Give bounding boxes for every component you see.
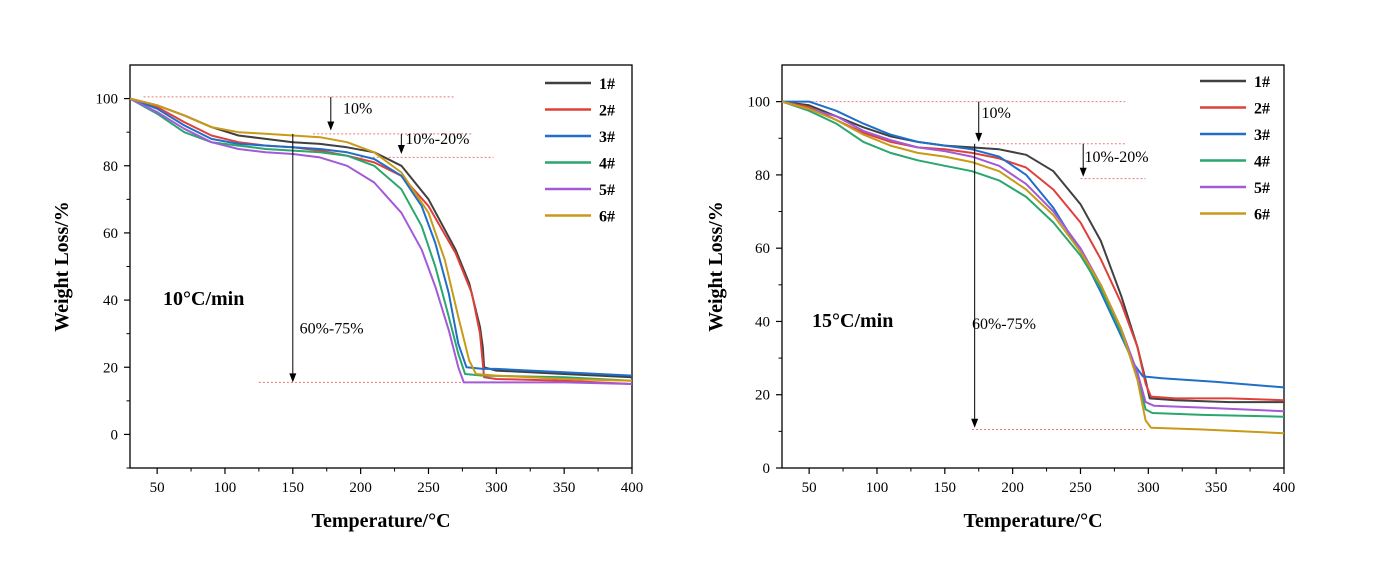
series-line-2 (781, 100, 1285, 402)
x-tick-label: 400 (621, 480, 644, 496)
legend-label-6: 6# (1254, 207, 1270, 224)
x-tick-label: 300 (485, 480, 508, 496)
series-line-3 (782, 100, 1285, 389)
x-tick-label: 300 (1137, 480, 1160, 496)
legend-label-5: 5# (1254, 180, 1270, 197)
x-tick-label: 50 (150, 480, 165, 496)
x-tick-label: 250 (417, 480, 440, 496)
legend-label-1: 1# (1254, 74, 1270, 91)
legend-label-2: 2# (1254, 101, 1270, 118)
y-tick-label: 40 (103, 293, 118, 309)
x-tick-label: 200 (1001, 480, 1024, 496)
x-tick-label: 350 (553, 480, 576, 496)
legend-label-2: 2# (599, 103, 615, 120)
series-line-3 (129, 97, 633, 377)
legend-label-4: 4# (599, 156, 615, 173)
x-tick-label: 100 (866, 480, 889, 496)
legend-label-5: 5# (599, 182, 615, 199)
y-tick-label: 40 (755, 314, 770, 330)
legend-label-6: 6# (599, 209, 615, 226)
annotation-label: 60%-75% (972, 316, 1036, 333)
y-tick-label: 0 (763, 461, 771, 477)
annotation-label: 10%-20% (1085, 149, 1149, 166)
y-axis-title: Weight Loss/% (705, 201, 727, 332)
legend-label-3: 3# (1254, 127, 1270, 144)
y-tick-label: 100 (96, 92, 119, 108)
x-axis-title: Temperature/°C (963, 510, 1102, 532)
x-tick-label: 200 (349, 480, 372, 496)
annotation-label: 60%-75% (300, 321, 364, 338)
legend-label-1: 1# (599, 76, 615, 93)
y-axis-title: Weight Loss/% (51, 201, 73, 332)
heating-rate-label: 15°C/min (812, 310, 893, 332)
series-line-2 (129, 97, 633, 385)
y-tick-label: 80 (755, 168, 770, 184)
series-line-1 (781, 100, 1284, 404)
y-tick-label: 20 (755, 388, 770, 404)
y-tick-label: 60 (103, 226, 118, 242)
annotation-label: 10%-20% (405, 131, 469, 148)
y-tick-label: 60 (755, 241, 770, 257)
series-line-4 (781, 100, 1285, 418)
arrow-head (1079, 167, 1087, 177)
series-line-6 (129, 97, 633, 382)
legend-label-3: 3# (599, 129, 615, 146)
x-tick-label: 150 (282, 480, 305, 496)
x-tick-label: 50 (802, 480, 817, 496)
x-tick-label: 350 (1205, 480, 1228, 496)
series-line-4 (129, 97, 633, 382)
y-tick-label: 0 (111, 427, 119, 443)
series-line-5 (129, 97, 633, 385)
arrow-head (397, 144, 405, 154)
arrow-head (971, 418, 979, 428)
y-tick-label: 80 (103, 159, 118, 175)
x-tick-label: 150 (934, 480, 957, 496)
annotation-label: 10% (343, 101, 372, 118)
chart-panel-1: 50 100 150 200 250 300 350 400 0 20 40 60 80 100 Tempe… (51, 64, 644, 532)
series-line-6 (781, 100, 1285, 435)
heating-rate-label: 10°C/min (163, 288, 244, 310)
series-line-5 (781, 100, 1285, 413)
y-tick-label: 100 (748, 95, 771, 111)
chart-panel-2: 50 100 150 200 250 300 350 400 0 20 40 60 80 100 Tempe… (705, 64, 1296, 532)
arrow-head (327, 121, 335, 131)
x-tick-label: 250 (1069, 480, 1092, 496)
plot-frame (781, 64, 1285, 469)
legend-label-4: 4# (1254, 154, 1270, 171)
x-tick-label: 400 (1273, 480, 1296, 496)
x-axis-title: Temperature/°C (311, 510, 450, 532)
arrow-head (975, 132, 983, 142)
annotation-label: 10% (981, 105, 1010, 122)
arrow-head (289, 373, 297, 383)
x-tick-label: 100 (214, 480, 237, 496)
y-tick-label: 20 (103, 360, 118, 376)
